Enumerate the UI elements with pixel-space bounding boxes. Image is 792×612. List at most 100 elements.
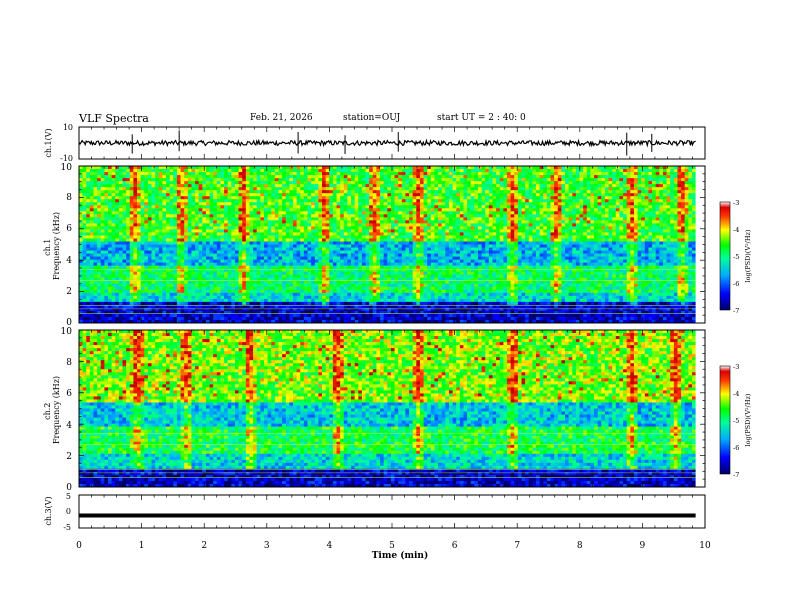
spec-cell bbox=[93, 301, 98, 306]
spec-cell bbox=[191, 298, 196, 303]
spec-cell bbox=[412, 187, 417, 191]
spec-cell bbox=[79, 202, 84, 206]
spec-cell bbox=[108, 316, 113, 321]
spec-cell bbox=[158, 289, 163, 294]
spec-cell bbox=[104, 208, 109, 212]
spec-cell bbox=[311, 217, 316, 221]
spec-cell bbox=[361, 169, 366, 173]
spec-cell bbox=[82, 256, 87, 260]
spec-cell bbox=[336, 178, 341, 182]
spec-cell bbox=[166, 274, 171, 279]
spec-cell bbox=[147, 295, 152, 300]
spec-cell bbox=[108, 271, 113, 276]
spec-cell bbox=[224, 166, 229, 170]
spec-cell bbox=[274, 226, 279, 230]
spec-cell bbox=[173, 211, 178, 215]
spec-cell bbox=[238, 178, 243, 182]
spec-cell bbox=[278, 292, 283, 297]
spec-cell bbox=[390, 235, 395, 239]
spec-cell bbox=[376, 268, 381, 273]
spec-cell bbox=[318, 190, 323, 194]
spec-cell bbox=[137, 181, 142, 185]
spec-cell bbox=[314, 238, 319, 242]
spec-cell bbox=[126, 232, 131, 236]
spec-cell bbox=[282, 211, 287, 215]
spec-cell bbox=[387, 262, 392, 267]
spec-cell bbox=[209, 310, 214, 315]
spec-cell bbox=[151, 169, 156, 173]
spec-cell bbox=[176, 307, 181, 312]
spec-cell bbox=[209, 223, 214, 227]
spec-cell bbox=[307, 184, 312, 188]
spec-cell bbox=[209, 178, 214, 182]
spec-cell bbox=[97, 181, 102, 185]
spec-cell bbox=[162, 229, 167, 233]
spec-cell bbox=[311, 247, 316, 251]
spec-cell bbox=[133, 283, 138, 288]
spec-cell bbox=[278, 310, 283, 315]
spec-cell bbox=[191, 268, 196, 273]
spec-cell bbox=[100, 229, 105, 233]
spec-cell bbox=[351, 238, 356, 242]
spec-cell bbox=[155, 310, 160, 315]
spec-cell bbox=[332, 313, 337, 318]
spec-cell bbox=[118, 262, 123, 267]
spec-cell bbox=[405, 289, 410, 294]
spec-cell bbox=[325, 289, 330, 294]
spec-cell bbox=[343, 223, 348, 227]
spec-cell bbox=[213, 289, 218, 294]
spec-cell bbox=[118, 184, 123, 188]
spec-cell bbox=[118, 196, 123, 200]
spec-cell bbox=[390, 268, 395, 273]
spec-cell bbox=[358, 235, 363, 239]
spec-cell bbox=[256, 277, 261, 282]
spec-cell bbox=[238, 217, 243, 221]
spec-cell bbox=[249, 175, 254, 179]
spec-cell bbox=[390, 199, 395, 203]
spec-cell bbox=[111, 307, 116, 312]
spec-cell bbox=[369, 259, 374, 264]
spec-cell bbox=[249, 283, 254, 288]
spec-cell bbox=[140, 214, 145, 218]
spec-cell bbox=[332, 277, 337, 282]
spec-cell bbox=[97, 187, 102, 191]
spec-cell bbox=[93, 274, 98, 279]
spec-cell bbox=[325, 283, 330, 288]
spec-cell bbox=[231, 214, 236, 218]
spec-cell bbox=[347, 319, 352, 324]
spec-cell bbox=[115, 277, 120, 282]
spec-cell bbox=[336, 280, 341, 285]
spec-cell bbox=[231, 205, 236, 209]
spec-cell bbox=[198, 319, 203, 324]
spec-cell bbox=[332, 262, 337, 267]
spec-cell bbox=[151, 232, 156, 236]
spec-cell bbox=[296, 235, 301, 239]
spec-cell bbox=[118, 166, 123, 170]
spec-cell bbox=[162, 256, 167, 260]
spec-cell bbox=[383, 232, 388, 236]
spec-cell bbox=[289, 232, 294, 236]
spec-cell bbox=[166, 229, 171, 233]
spec-cell bbox=[205, 274, 210, 279]
spec-cell bbox=[274, 214, 279, 218]
spec-cell bbox=[191, 310, 196, 315]
spec-cell bbox=[140, 295, 145, 300]
spec-cell bbox=[394, 220, 399, 224]
spec-cell bbox=[260, 232, 265, 236]
spec-cell bbox=[242, 286, 247, 291]
spec-cell bbox=[245, 274, 250, 279]
spec-cell bbox=[86, 205, 91, 209]
spec-cell bbox=[97, 166, 102, 170]
spec-cell bbox=[195, 274, 200, 279]
spec-cell bbox=[253, 172, 258, 176]
spec-cell bbox=[307, 238, 312, 242]
spec-cell bbox=[227, 238, 232, 242]
spec-cell bbox=[409, 286, 414, 291]
spec-cell bbox=[267, 256, 272, 260]
spec-cell bbox=[351, 304, 356, 309]
spec-cell bbox=[401, 190, 406, 194]
spec-cell bbox=[133, 226, 138, 230]
spec-cell bbox=[205, 187, 210, 191]
spec-cell bbox=[383, 235, 388, 239]
spec-cell bbox=[383, 208, 388, 212]
